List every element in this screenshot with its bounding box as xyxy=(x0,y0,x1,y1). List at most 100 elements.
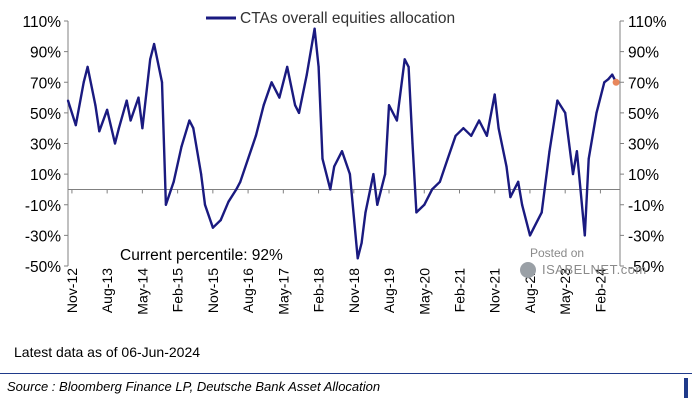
y-tick-label-left: -10% xyxy=(25,198,61,215)
series-point xyxy=(517,180,520,183)
series-point xyxy=(521,203,524,206)
watermark-site-text: ISABELNET.com xyxy=(542,262,647,277)
series-point xyxy=(548,150,551,153)
series-point xyxy=(340,150,344,153)
y-tick-label-left: -30% xyxy=(25,228,61,245)
series-point xyxy=(219,219,222,222)
y-tick-label-left: 50% xyxy=(30,106,61,123)
series-point xyxy=(372,173,375,176)
x-tick-label: Nov-21 xyxy=(487,268,503,313)
series-point xyxy=(485,134,488,137)
series-point xyxy=(203,203,207,206)
series-point xyxy=(317,65,320,68)
x-tick-label: Nov-18 xyxy=(346,268,362,313)
x-tick-label: Feb-18 xyxy=(311,268,327,313)
series-point xyxy=(254,134,257,137)
y-tick-label-right: 10% xyxy=(628,167,659,184)
series-point xyxy=(462,127,465,130)
series-point xyxy=(262,104,265,107)
series-point xyxy=(286,65,289,68)
series-point xyxy=(117,127,120,130)
y-tick-label-left: 70% xyxy=(30,75,61,92)
series-point xyxy=(149,58,152,61)
series-point xyxy=(297,111,301,114)
x-tick-label: Feb-24 xyxy=(592,268,608,313)
x-tick-label: May-17 xyxy=(275,268,291,315)
y-tick-label-left: 110% xyxy=(23,14,62,31)
series-point xyxy=(98,130,101,133)
x-tick-label: May-20 xyxy=(416,268,432,315)
series-point xyxy=(278,96,281,99)
chart-axes xyxy=(64,20,624,267)
series-point xyxy=(407,65,410,68)
series-point xyxy=(587,157,590,160)
series-point xyxy=(540,211,543,214)
series-point xyxy=(227,200,230,203)
y-tick-label-right: 30% xyxy=(628,137,659,154)
y-tick-label-left: 90% xyxy=(30,45,61,62)
series-point xyxy=(478,119,481,122)
y-tick-label-right: -50% xyxy=(628,259,664,276)
series-point xyxy=(82,81,85,84)
series-point xyxy=(188,119,191,122)
series-point xyxy=(94,104,97,107)
series-point xyxy=(356,257,359,260)
series-point xyxy=(141,127,144,130)
legend-label: CTAs overall equities allocation xyxy=(240,10,455,27)
series-line-ctas-allocation xyxy=(66,27,618,260)
series-point xyxy=(387,104,391,107)
x-tick-label: Feb-15 xyxy=(170,268,186,313)
series-point xyxy=(125,99,128,102)
y-tick-label-right: -10% xyxy=(628,198,664,215)
y-tick-label-right: 50% xyxy=(628,106,659,123)
x-tick-label: Aug-16 xyxy=(240,268,256,313)
y-tick-label-left: -50% xyxy=(25,259,61,276)
series-point xyxy=(321,157,324,160)
series-point xyxy=(438,180,441,183)
series-point xyxy=(603,81,606,84)
y-tick-label-right: 110% xyxy=(628,14,667,31)
source-note: Source : Bloomberg Finance LP, Deutsche … xyxy=(7,379,381,394)
series-point xyxy=(454,134,457,137)
series-point xyxy=(239,180,242,183)
x-tick-label: Nov-15 xyxy=(205,268,221,313)
series-point xyxy=(235,188,238,191)
chart-series xyxy=(66,27,620,260)
series-point xyxy=(329,188,332,191)
current-percentile-annotation: Current percentile: 92% xyxy=(120,247,283,264)
y-tick-label-left: 30% xyxy=(30,137,61,154)
series-point xyxy=(395,119,398,122)
series-point xyxy=(180,145,183,148)
series-point xyxy=(403,58,406,61)
series-point xyxy=(470,134,473,137)
chart-legend: CTAs overall equities allocation Current … xyxy=(120,10,455,264)
series-point xyxy=(333,165,336,168)
series-point xyxy=(509,196,512,199)
series-point xyxy=(313,27,316,30)
series-point xyxy=(607,78,610,81)
series-point xyxy=(532,226,536,229)
series-point xyxy=(247,157,250,160)
x-tick-label: Feb-21 xyxy=(451,268,467,313)
corner-accent-bar xyxy=(684,378,688,398)
series-point xyxy=(384,173,387,176)
series-point xyxy=(446,157,449,160)
series-point xyxy=(556,99,559,102)
y-tick-label-right: -30% xyxy=(628,228,664,245)
series-point xyxy=(583,234,586,237)
series-point xyxy=(164,203,167,206)
x-tick-label: Aug-13 xyxy=(99,268,115,313)
series-point xyxy=(571,173,575,176)
series-point xyxy=(153,42,156,46)
series-point xyxy=(360,241,363,245)
series-point xyxy=(411,142,414,145)
y-tick-label-right: 70% xyxy=(628,75,659,92)
y-tick-label-right: 90% xyxy=(628,45,659,62)
latest-data-note: Latest data as of 06-Jun-2024 xyxy=(14,344,201,360)
x-tick-label: Nov-12 xyxy=(64,268,80,313)
series-point xyxy=(493,93,496,96)
series-point xyxy=(74,124,77,127)
series-point xyxy=(431,188,434,191)
x-tick-label: Aug-19 xyxy=(381,268,397,313)
